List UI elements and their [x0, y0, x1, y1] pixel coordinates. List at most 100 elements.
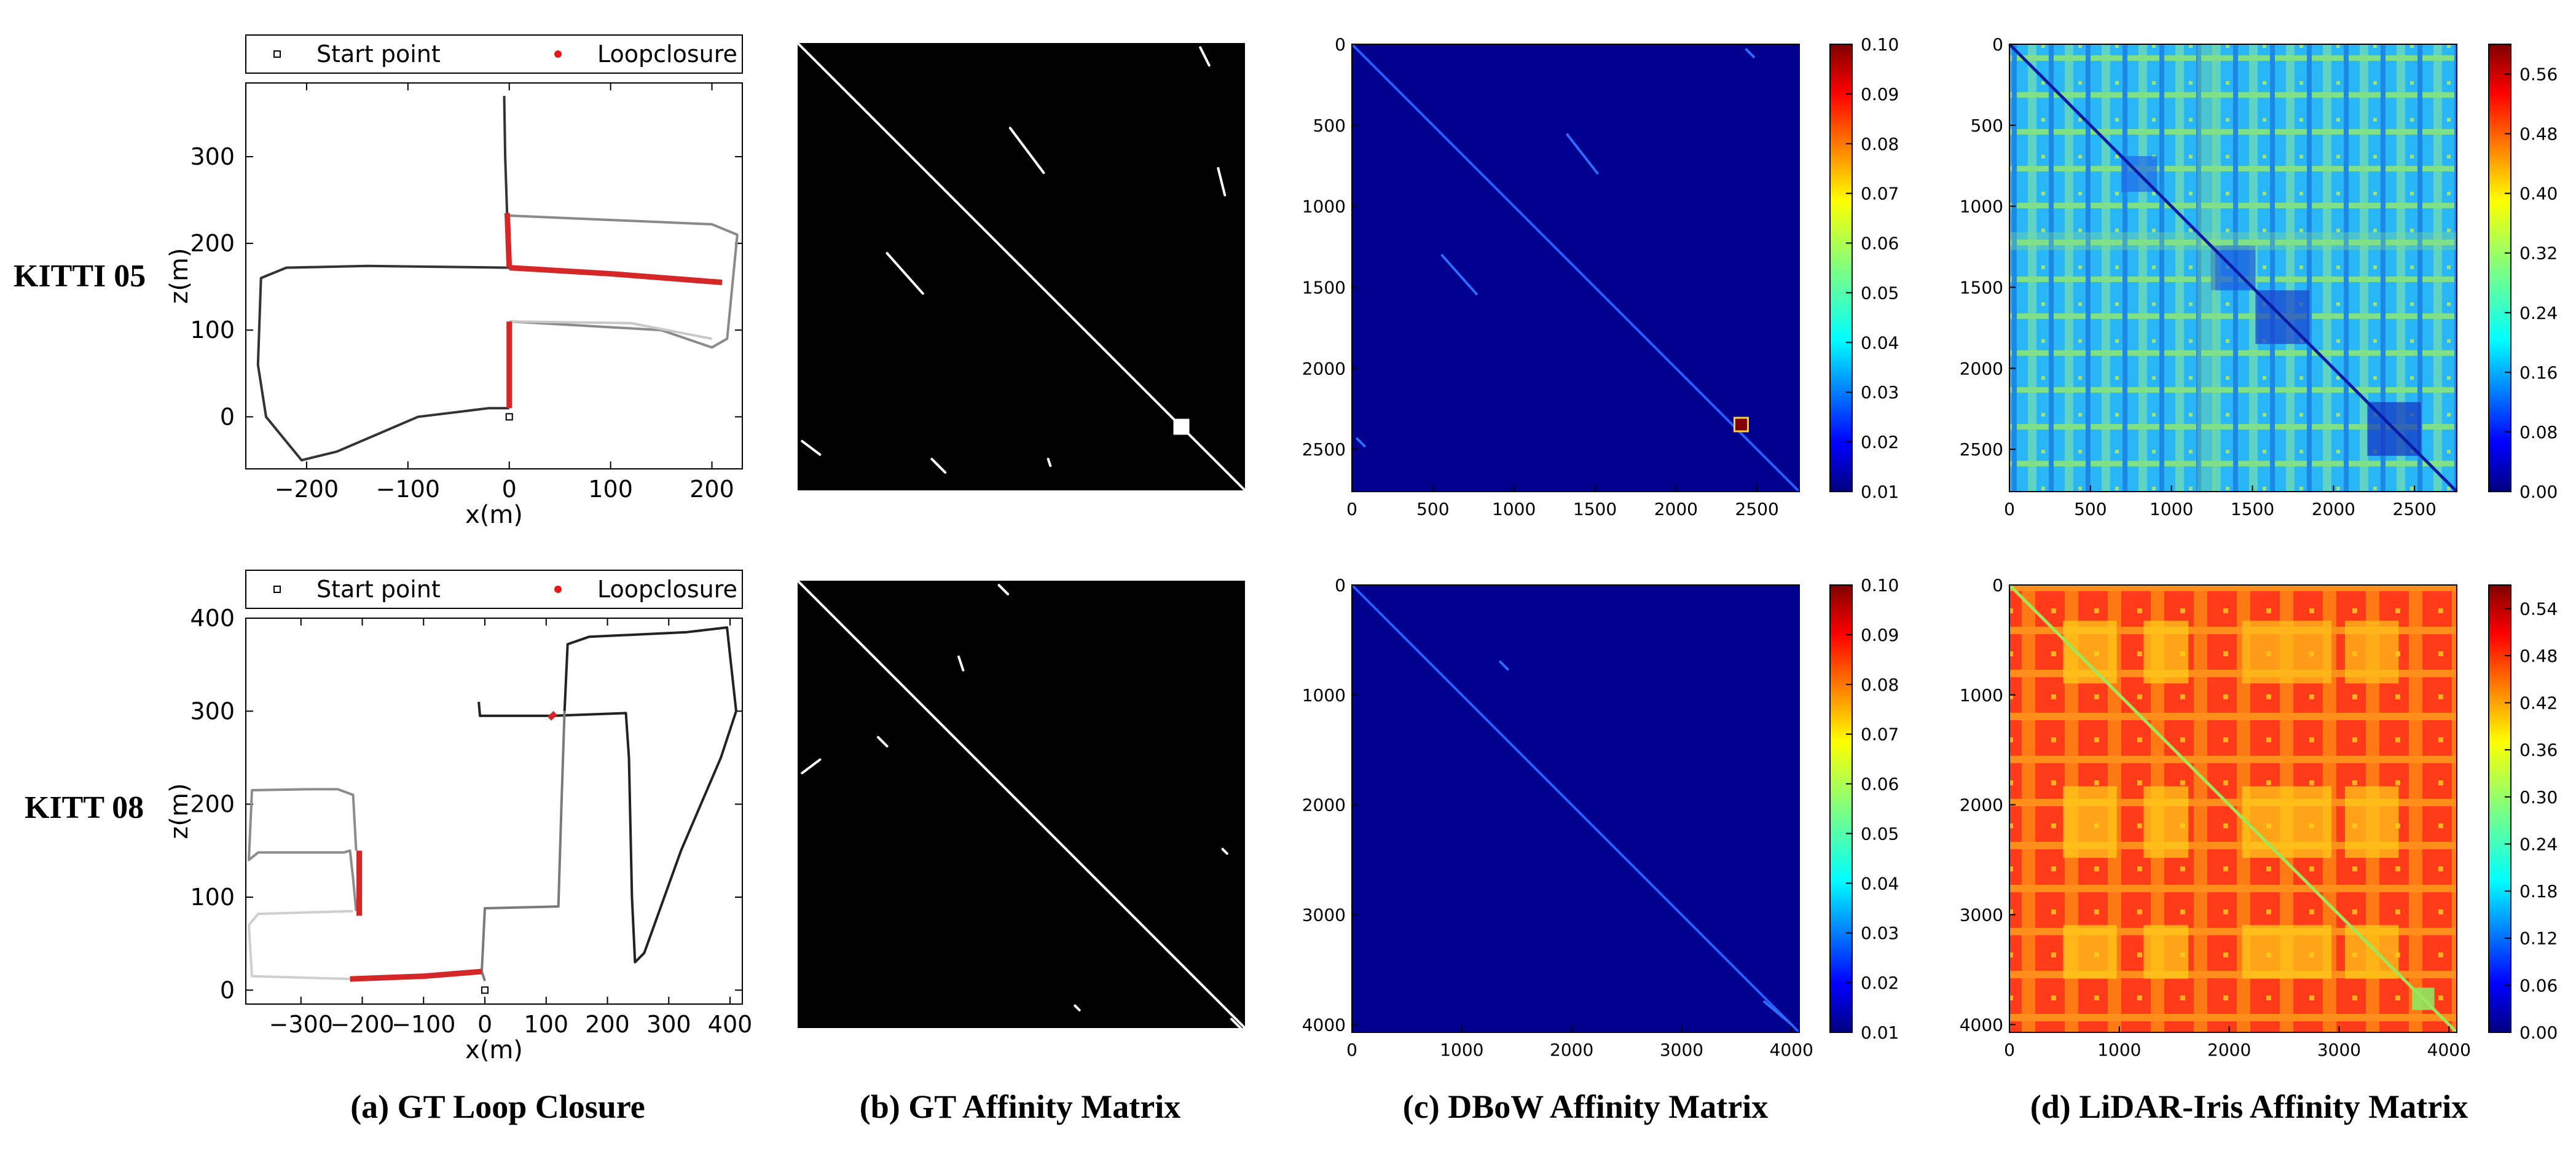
heatmap-diagonal: [2008, 584, 2458, 1034]
matrix-loop-segment: [1217, 167, 1227, 197]
colorbar-tick-label: 0.16: [2519, 363, 2558, 383]
y-tick-label: 1000: [1302, 685, 1346, 705]
y-tick-label: 0: [220, 976, 235, 1003]
colorbar-tick-label: 0.00: [2519, 482, 2558, 502]
heatmap-axes: 0 0 500 500 1000 1000 1500 1500 2000 2000 2500 2500: [1960, 34, 2457, 519]
x-tick-label: 2500: [1735, 499, 1779, 519]
x-tick-label: −200: [330, 1011, 394, 1038]
x-tick-label: 500: [2074, 499, 2107, 519]
legend-loop-label: Loopclosure: [597, 41, 737, 68]
x-tick-label: 2000: [2207, 1040, 2251, 1060]
y-tick-label: 100: [190, 884, 235, 911]
trajectory-plot: Start point Loopclosure −300−200−100 0 100 20…: [165, 570, 752, 1064]
y-tick-label: 1500: [1302, 278, 1346, 298]
colorbar-tick-label: 0.03: [1861, 923, 1899, 943]
x-tick-label: 0: [1346, 1040, 1357, 1060]
y-tick-label: 4000: [1302, 1015, 1346, 1035]
legend-start-label: Start point: [316, 41, 441, 68]
matrix-loop-segment: [1046, 458, 1052, 467]
x-tick-label: −100: [391, 1011, 455, 1038]
heatmap-block: [2242, 786, 2332, 858]
legend-loop-marker: [554, 586, 562, 593]
caption-a: (a) GT Loop Closure: [350, 1088, 645, 1125]
colorbar-tick-label: 0.01: [1861, 1023, 1899, 1043]
matrix-loop-segment: [877, 736, 889, 748]
x-tick-label: 4000: [1770, 1040, 1813, 1060]
heatmap-block: [2063, 925, 2117, 979]
colorbar-tick-label: 0.08: [1861, 134, 1899, 154]
matrix-diagonal: [796, 579, 1246, 1029]
y-tick-label: 2000: [1960, 795, 2003, 815]
heatmap-loop-segment: [1745, 47, 1756, 59]
heatmap-diagonal: [1351, 43, 1800, 493]
x-tick-label: 200: [585, 1011, 630, 1038]
colorbar-tick-label: 0.10: [1861, 575, 1899, 595]
colorbar-tick-label: 0.24: [2519, 834, 2558, 854]
heatmap-loop-segment: [1762, 1000, 1791, 1024]
x-axis-label: x(m): [465, 501, 523, 529]
heatmap-block: [2345, 925, 2399, 979]
matrix-loop-segment: [1230, 1018, 1242, 1029]
gt-affinity-matrix: [796, 579, 1246, 1029]
colorbar: 0.01 0.02 0.03 0.04 0.05 0.06 0.07 0.08 0.09 0.10: [1829, 575, 1899, 1043]
y-tick-label: 1000: [1302, 197, 1346, 217]
x-tick-label: 100: [588, 476, 633, 503]
y-tick-label: 1000: [1960, 197, 2003, 217]
colorbar-tick-label: 0.56: [2519, 65, 2558, 85]
y-tick-label: 1500: [1960, 278, 2003, 298]
x-tick-label: 3000: [2317, 1040, 2361, 1060]
plot-frame: [245, 618, 743, 1005]
matrix-loop-segment: [1074, 1004, 1081, 1011]
colorbar-tick-label: 0.00: [2519, 1023, 2558, 1043]
heatmap-loop-segment: [1498, 660, 1510, 671]
heatmap-axes: 0 0 1000 1000 2000 2000 3000 3000 4000 4000: [1302, 575, 1813, 1060]
caption-c: (c) DBoW Affinity Matrix: [1402, 1088, 1769, 1125]
heatmap-loop-segment: [1440, 253, 1478, 296]
start-point-marker: [505, 413, 513, 421]
loop-closure-05b: [504, 213, 512, 268]
colorbar-tick-label: 0.08: [1861, 675, 1899, 695]
heatmap-diagonal: [1351, 584, 1800, 1034]
x-tick-label: −200: [275, 476, 339, 503]
matrix-loop-segment: [957, 655, 965, 672]
row-label-kitti05: KITTI 05: [14, 259, 146, 294]
colorbar-tick-label: 0.09: [1861, 84, 1899, 104]
gt-affinity-matrix: [796, 42, 1246, 492]
colorbar-tick-label: 0.18: [2519, 881, 2558, 901]
loop-closure-08c: [547, 711, 557, 721]
legend-box: [245, 570, 743, 609]
y-tick-label: 2000: [1302, 358, 1346, 379]
y-tick-label: 200: [190, 230, 235, 257]
heatmap-frame: [1351, 584, 1800, 1033]
start-point-marker: [481, 986, 489, 994]
x-tick-label: 2500: [2393, 499, 2437, 519]
colorbar-gradient: [1829, 44, 1853, 492]
colorbar-gradient: [2488, 44, 2511, 492]
colorbar-tick-label: 0.07: [1861, 724, 1899, 745]
x-tick-label: 1000: [2150, 499, 2193, 519]
x-tick-label: 1500: [1573, 499, 1617, 519]
colorbar-tick-label: 0.06: [1861, 234, 1899, 254]
y-tick-label: 300: [190, 143, 235, 170]
y-tick-label: 2000: [1302, 795, 1346, 815]
y-tick-label: 500: [1971, 116, 2003, 136]
heatmap-axes: 0 0 500 500 1000 1000 1500 1500 2000 2000 2500 2500: [1302, 34, 1800, 519]
y-tick-label: 1000: [1960, 685, 2003, 705]
heatmap-block: [2242, 621, 2332, 684]
y-tick-label: 4000: [1960, 1015, 2003, 1035]
heatmap-block: [2143, 925, 2189, 979]
colorbar-tick-label: 0.42: [2519, 693, 2558, 713]
x-tick-label: −100: [376, 476, 440, 503]
colorbar-tick-label: 0.09: [1861, 625, 1899, 645]
colorbar-tick-label: 0.32: [2519, 243, 2558, 264]
colorbar-tick-label: 0.04: [1861, 873, 1899, 893]
y-tick-label: 2000: [1960, 358, 2003, 379]
heatmap-loop-segment: [1355, 437, 1367, 448]
y-axis-label: z(m): [165, 783, 194, 839]
colorbar-tick-label: 0.01: [1861, 482, 1899, 502]
colorbar-tick-label: 0.36: [2519, 740, 2558, 760]
caption-b: (b) GT Affinity Matrix: [859, 1088, 1181, 1125]
legend-loop-label: Loopclosure: [597, 576, 737, 603]
x-tick-label: 0: [1346, 499, 1357, 519]
x-tick-label: 1500: [2231, 499, 2274, 519]
